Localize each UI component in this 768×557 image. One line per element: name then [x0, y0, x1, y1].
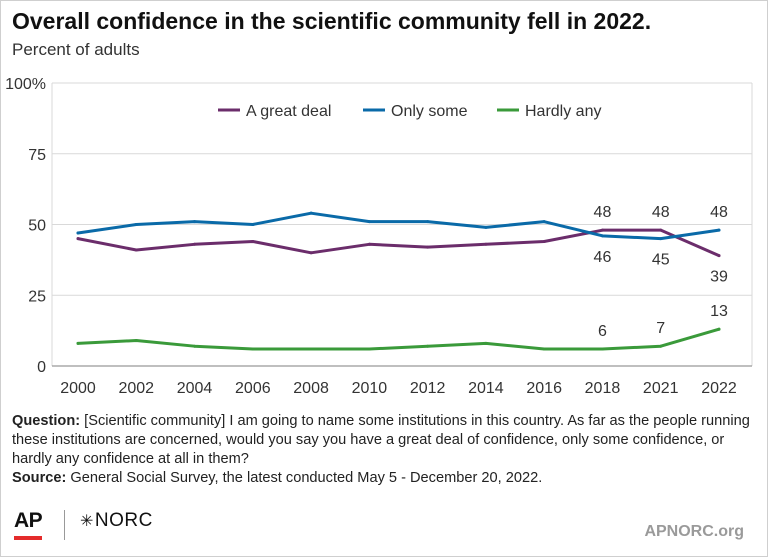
data-point-great-deal: [251, 239, 255, 243]
x-tick-label: 2016: [526, 380, 562, 397]
x-tick-label: 2018: [585, 380, 621, 397]
data-point-hardly-any: [426, 344, 430, 348]
data-label: 46: [594, 249, 612, 266]
data-label: 48: [594, 204, 612, 221]
data-point-hardly-any: [134, 339, 138, 343]
data-point-hardly-any: [600, 347, 604, 351]
legend-label: A great deal: [246, 103, 331, 120]
data-point-great-deal: [193, 242, 197, 246]
y-tick-label: 50: [28, 218, 46, 235]
data-label: 13: [710, 303, 728, 320]
data-point-hardly-any: [659, 344, 663, 348]
data-point-hardly-any: [76, 341, 80, 345]
x-tick-label: 2006: [235, 380, 271, 397]
data-point-great-deal: [659, 228, 663, 232]
data-point-only-some: [309, 211, 313, 215]
line-chart: 0 25 50 75 100% 2000 2002 2004 2006 2008 2010 2012 2…: [5, 76, 753, 397]
y-tick-label: 25: [28, 288, 46, 305]
site-url: APNORC.org: [644, 523, 744, 540]
y-tick-label: 0: [37, 359, 46, 376]
data-point-only-some: [542, 220, 546, 224]
norc-logo: ✳NORC: [80, 510, 153, 532]
data-point-hardly-any: [309, 347, 313, 351]
data-label: 48: [652, 204, 670, 221]
ap-logo-underline: [14, 536, 42, 540]
data-point-only-some: [251, 223, 255, 226]
data-point-only-some: [193, 220, 197, 224]
data-point-only-some: [76, 231, 80, 235]
question-text: [Scientific community] I am going to nam…: [12, 413, 750, 467]
x-tick-label: 2010: [352, 380, 388, 397]
data-label: 48: [710, 204, 728, 221]
norc-logo-text: NORC: [94, 510, 153, 531]
data-point-hardly-any: [484, 341, 488, 345]
data-point-great-deal: [134, 248, 138, 252]
data-point-hardly-any: [193, 344, 197, 348]
data-label: 39: [710, 269, 728, 286]
data-point-great-deal: [76, 237, 80, 241]
data-point-great-deal: [484, 242, 488, 246]
data-label: 6: [598, 323, 607, 340]
legend-label: Only some: [391, 103, 468, 120]
data-point-hardly-any: [542, 347, 546, 351]
data-point-great-deal: [367, 242, 371, 246]
data-point-hardly-any: [251, 347, 255, 351]
series-line-great-deal: [76, 228, 721, 258]
legend-label: Hardly any: [525, 103, 601, 120]
logo-divider: [64, 510, 65, 540]
x-tick-label: 2012: [410, 380, 446, 397]
data-point-only-some: [600, 234, 604, 238]
data-point-great-deal: [542, 239, 546, 243]
source-text: General Social Survey, the latest conduc…: [70, 470, 543, 486]
y-tick-label: 100%: [5, 76, 46, 93]
y-tick-label: 75: [28, 147, 46, 164]
question-note: Question: [Scientific community] I am go…: [12, 412, 757, 469]
source-label: Source:: [12, 470, 67, 486]
data-point-only-some: [717, 228, 721, 232]
x-tick-label: 2002: [118, 380, 154, 397]
norc-star-icon: ✳: [80, 513, 94, 530]
x-tick-label: 2014: [468, 380, 504, 397]
source-note: Source: General Social Survey, the lates…: [12, 469, 757, 488]
chart-subtitle: Percent of adults: [12, 40, 140, 59]
data-point-great-deal: [717, 254, 721, 258]
x-tick-label: 2008: [293, 380, 329, 397]
data-point-great-deal: [426, 245, 430, 249]
data-label: 7: [656, 320, 665, 337]
x-tick-label: 2000: [60, 380, 96, 397]
data-point-only-some: [426, 220, 430, 224]
data-point-only-some: [367, 220, 371, 224]
data-point-hardly-any: [717, 327, 721, 331]
chart-title: Overall confidence in the scientific com…: [12, 8, 652, 34]
data-point-only-some: [134, 223, 138, 226]
x-tick-label: 2021: [643, 380, 679, 397]
data-point-hardly-any: [367, 347, 371, 351]
series-line-hardly-any: [76, 327, 721, 351]
data-point-only-some: [659, 237, 663, 241]
x-tick-label: 2022: [701, 380, 737, 397]
chart-notes: Question: [Scientific community] I am go…: [12, 412, 757, 488]
data-point-only-some: [484, 225, 488, 229]
data-label: 45: [652, 252, 670, 269]
data-point-great-deal: [309, 251, 313, 255]
series-line-only-some: [76, 211, 721, 241]
question-label: Question:: [12, 413, 81, 429]
data-point-great-deal: [600, 228, 604, 232]
x-tick-label: 2004: [177, 380, 213, 397]
ap-logo: AP: [14, 509, 43, 532]
